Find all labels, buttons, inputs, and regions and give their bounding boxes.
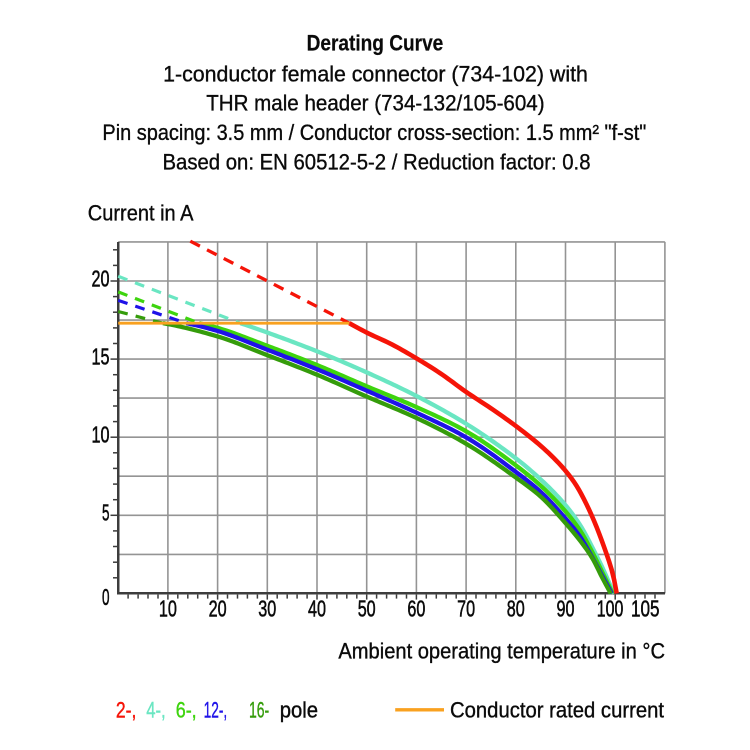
svg-text:20: 20 [209, 595, 227, 621]
svg-text:1-conductor female connector (: 1-conductor female connector (734-102) w… [163, 61, 588, 86]
svg-text:16-: 16- [249, 698, 269, 723]
svg-text:40: 40 [308, 595, 326, 621]
svg-text:12-,: 12-, [204, 698, 228, 723]
svg-text:5: 5 [102, 500, 110, 526]
svg-text:15: 15 [92, 344, 110, 370]
svg-text:Ambient operating temperature: Ambient operating temperature in °C [338, 639, 665, 664]
svg-text:pole: pole [280, 698, 318, 723]
svg-text:Conductor rated current: Conductor rated current [450, 698, 664, 723]
svg-text:Current in A: Current in A [88, 201, 194, 226]
svg-text:Pin spacing: 3.5 mm / Conducto: Pin spacing: 3.5 mm / Conductor cross-se… [102, 120, 646, 145]
svg-text:20: 20 [92, 265, 110, 291]
svg-text:70: 70 [457, 595, 475, 621]
svg-text:Derating Curve: Derating Curve [307, 30, 444, 55]
svg-text:100: 100 [597, 595, 624, 621]
svg-text:10: 10 [159, 595, 177, 621]
svg-text:60: 60 [407, 595, 425, 621]
svg-text:THR male header (734-132/105-6: THR male header (734-132/105-604) [206, 90, 544, 115]
svg-text:2-,: 2-, [116, 698, 136, 723]
svg-text:90: 90 [557, 595, 575, 621]
svg-text:4-,: 4-, [146, 698, 166, 723]
svg-text:80: 80 [507, 595, 525, 621]
svg-text:Based on: EN 60512-5-2 / Reduc: Based on: EN 60512-5-2 / Reduction facto… [163, 149, 591, 174]
svg-text:30: 30 [258, 595, 276, 621]
svg-text:105: 105 [631, 595, 660, 621]
svg-text:50: 50 [358, 595, 376, 621]
svg-text:6-,: 6-, [176, 698, 197, 723]
svg-text:10: 10 [92, 422, 110, 448]
svg-text:0: 0 [102, 584, 110, 610]
